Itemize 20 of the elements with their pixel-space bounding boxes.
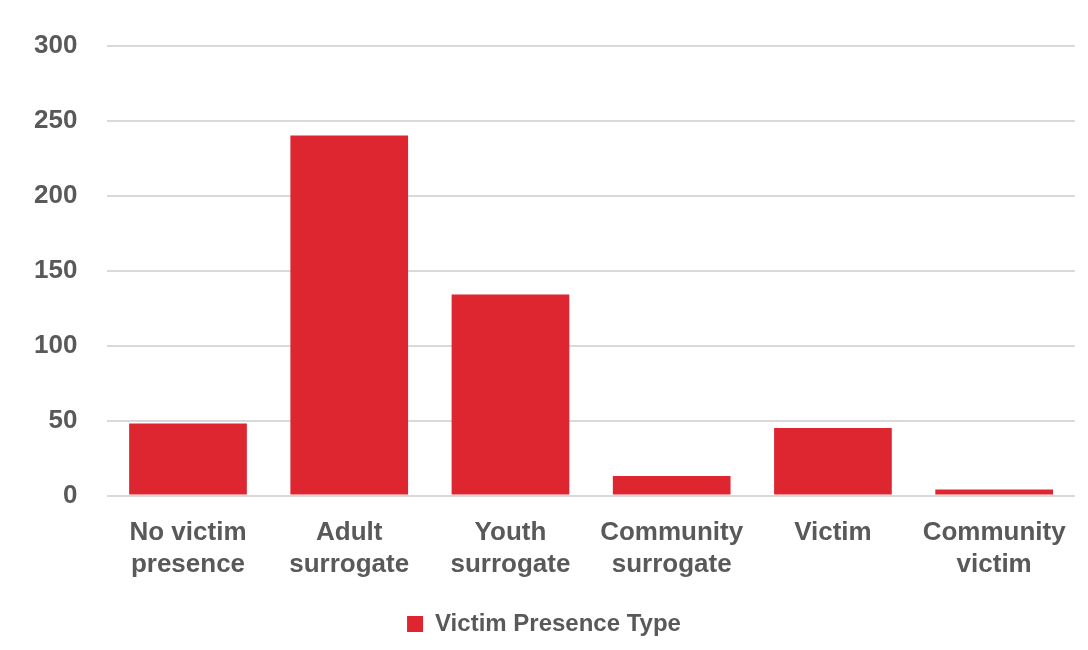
y-tick-label: 150: [33, 253, 78, 284]
x-tick-label: Community victim: [922, 516, 1067, 578]
y-tick-label: 300: [33, 28, 78, 59]
bar: [612, 476, 731, 495]
y-tick-label: 50: [48, 403, 78, 434]
bar: [451, 294, 570, 495]
bar: [290, 135, 409, 495]
bar: [774, 428, 892, 495]
y-tick-label: 100: [33, 328, 78, 359]
x-tick-label: Youth surrogate: [450, 516, 571, 578]
x-tick-label: Adult surrogate: [289, 516, 410, 578]
bar: [129, 423, 247, 495]
legend-label: Victim Presence Type: [435, 608, 681, 636]
x-tick-label: No victim presence: [129, 516, 247, 578]
bar: [935, 489, 1054, 495]
x-tick-label: Victim: [794, 516, 872, 547]
x-tick-label: Community surrogate: [600, 516, 744, 578]
y-tick-label: 0: [62, 478, 78, 509]
y-tick-label: 250: [33, 103, 78, 134]
y-tick-label: 200: [33, 178, 78, 209]
